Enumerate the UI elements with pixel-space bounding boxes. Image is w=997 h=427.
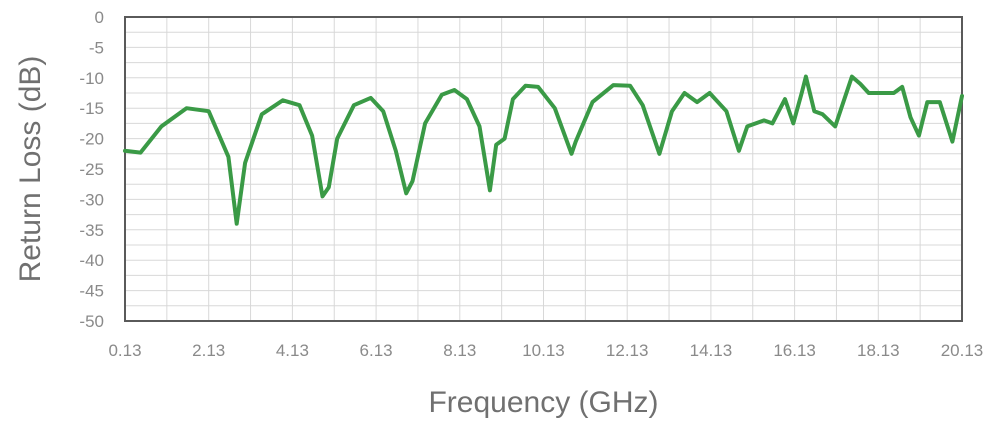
x-tick-label: 18.13: [857, 341, 900, 360]
x-tick-label: 6.13: [360, 341, 393, 360]
y-tick-label: -10: [79, 69, 104, 88]
y-axis-title: Return Loss (dB): [14, 56, 47, 283]
plot-area-frame: [124, 16, 963, 322]
x-tick-label: 12.13: [606, 341, 649, 360]
y-tick-label: -40: [79, 251, 104, 270]
y-tick-label: -30: [79, 190, 104, 209]
x-tick-label: 20.13: [941, 341, 984, 360]
y-tick-label: -45: [79, 282, 104, 301]
y-tick-label: 0: [95, 8, 104, 27]
return-loss-series-line: [123, 74, 964, 226]
y-tick-label: -50: [79, 312, 104, 331]
x-tick-label: 8.13: [443, 341, 476, 360]
x-tick-label: 10.13: [522, 341, 565, 360]
x-tick-label: 14.13: [690, 341, 733, 360]
y-tick-label: -25: [79, 160, 104, 179]
y-tick-label: -35: [79, 221, 104, 240]
grid: [124, 16, 963, 322]
series-layer: [123, 74, 964, 226]
x-tick-label: 0.13: [108, 341, 141, 360]
x-tick-label: 4.13: [276, 341, 309, 360]
x-axis-title: Frequency (GHz): [428, 386, 658, 419]
tick-labels: 0.13 2.13 4.13 6.13 8.13 10.13 12.13 14.13 16.13…: [79, 8, 983, 360]
x-tick-label: 2.13: [192, 341, 225, 360]
y-tick-label: -20: [79, 130, 104, 149]
y-tick-label: -5: [89, 38, 104, 57]
x-tick-label: 16.13: [773, 341, 816, 360]
y-tick-label: -15: [79, 99, 104, 118]
